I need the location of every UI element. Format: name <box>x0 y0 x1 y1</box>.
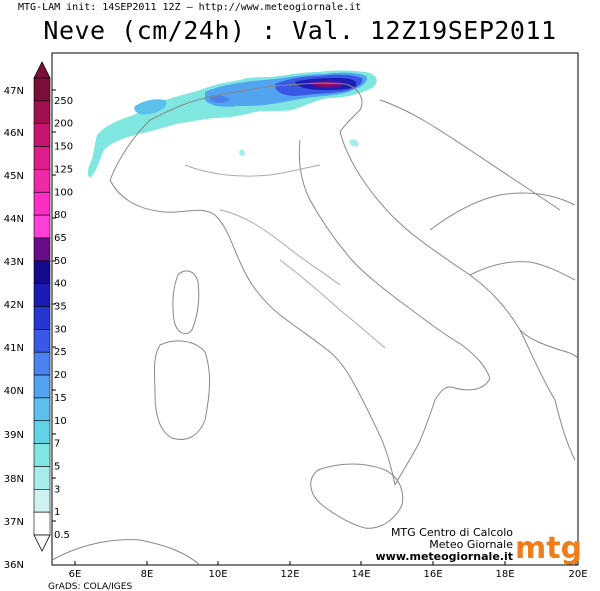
legend-label: 50 <box>54 256 67 267</box>
plot-frame <box>51 52 579 566</box>
lat-label: 45N <box>4 171 24 182</box>
coastlines-borders <box>51 82 579 566</box>
lon-label: 16E <box>423 569 442 580</box>
legend-swatch <box>33 169 51 193</box>
legend-swatch <box>33 351 51 376</box>
legend-label: 250 <box>54 96 73 107</box>
lon-labels: 6E 8E 10E 12E 14E 16E 18E 20E <box>69 569 588 580</box>
map-title: Neve (cm/24h) : Val. 12Z19SEP2011 <box>43 16 557 45</box>
legend-label: 30 <box>54 324 67 335</box>
legend-swatch <box>33 420 51 444</box>
legend-swatch <box>33 511 51 536</box>
legend-label: 200 <box>54 119 73 130</box>
legend-swatch <box>33 100 51 124</box>
legend-label: 1 <box>54 507 60 518</box>
legend-label: 0.5 <box>54 530 70 541</box>
legend-label: 7 <box>54 439 60 450</box>
legend-swatch <box>33 329 51 353</box>
legend-swatch <box>33 397 51 422</box>
legend-swatch <box>33 214 51 239</box>
credit-block: MTG Centro di Calcolo Meteo Giornale www… <box>376 526 583 566</box>
legend-label: 40 <box>54 279 67 290</box>
legend-label: 150 <box>54 142 73 153</box>
init-line: MTG-LAM init: 14SEP2011 12Z — http://www… <box>18 2 362 13</box>
legend-swatch <box>33 443 51 467</box>
legend-swatch <box>33 77 51 102</box>
lon-label: 18E <box>495 569 514 580</box>
color-legend: 250 200 150 125 100 80 65 50 40 35 30 25 20 15 10 7 5 3 1 0… <box>33 61 73 552</box>
lon-label: 8E <box>141 569 154 580</box>
grads-credit: GrADS: COLA/IGES <box>48 582 132 591</box>
legend-label: 5 <box>54 461 60 472</box>
legend-label: 25 <box>54 347 67 358</box>
legend-swatch <box>33 123 51 147</box>
legend-label: 125 <box>54 164 73 175</box>
lon-label: 10E <box>208 569 227 580</box>
legend-swatch <box>33 237 51 262</box>
lon-label: 20E <box>568 569 587 580</box>
legend-label: 80 <box>54 210 67 221</box>
lon-ticks <box>74 561 577 565</box>
lat-label: 42N <box>4 300 24 311</box>
legend-swatch <box>33 306 51 330</box>
legend-swatch <box>33 374 51 399</box>
lat-label: 38N <box>4 474 24 485</box>
lat-label: 46N <box>4 128 24 139</box>
lat-label: 44N <box>4 214 24 225</box>
legend-label: 15 <box>54 393 67 404</box>
lat-label: 41N <box>4 343 24 354</box>
lat-label: 37N <box>4 517 24 528</box>
lon-label: 14E <box>351 569 370 580</box>
legend-swatch <box>33 488 51 513</box>
snow-shading <box>87 70 377 178</box>
legend-label: 100 <box>54 187 73 198</box>
legend-swatch <box>33 146 51 170</box>
lat-label: 40N <box>4 386 24 397</box>
lat-label: 47N <box>4 86 24 97</box>
legend-bottom-arrow <box>33 534 51 552</box>
legend-label: 3 <box>54 484 60 495</box>
legend-label: 20 <box>54 370 67 381</box>
legend-top-arrow <box>33 61 51 79</box>
legend-label: 35 <box>54 302 67 313</box>
lat-label: 39N <box>4 430 24 441</box>
mtg-logo: mtg <box>515 531 582 566</box>
lat-label: 36N <box>4 560 24 571</box>
legend-swatch <box>33 283 51 307</box>
credit-line2: Meteo Giornale <box>429 538 513 551</box>
legend-label: 65 <box>54 233 67 244</box>
credit-line1: MTG Centro di Calcolo <box>391 526 513 539</box>
credit-url: www.meteogiornale.it <box>376 550 513 563</box>
lon-label: 12E <box>280 569 299 580</box>
legend-swatch <box>33 260 51 284</box>
legend-label: 10 <box>54 416 67 427</box>
legend-swatch <box>33 191 51 216</box>
lat-labels: 47N 46N 45N 44N 43N 42N 41N 40N 39N 38N … <box>4 86 24 571</box>
lon-label: 6E <box>69 569 82 580</box>
lat-ticks <box>52 89 56 522</box>
legend-swatch <box>33 466 51 490</box>
lat-label: 43N <box>4 257 24 268</box>
